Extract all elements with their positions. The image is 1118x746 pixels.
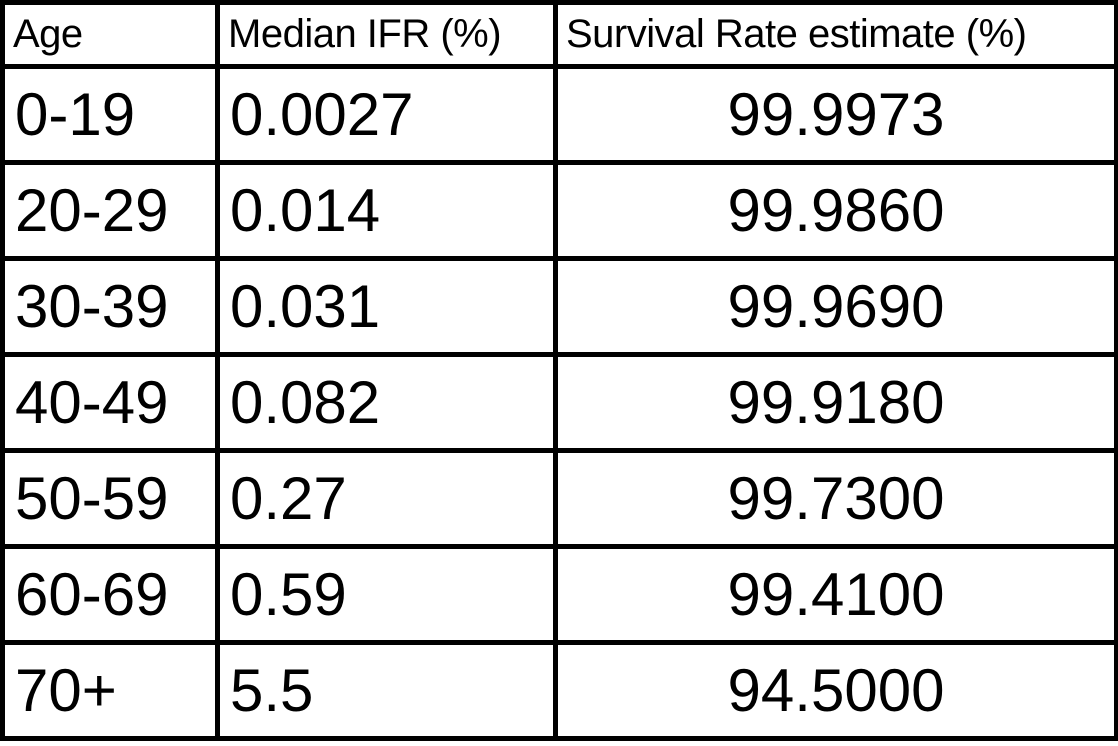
cell-survival-rate: 94.5000 [553,640,1118,741]
table-row: 0-19 0.0027 99.9973 [0,64,1118,165]
cell-median-ifr: 0.27 [215,448,558,549]
cell-median-ifr: 0.014 [215,160,558,261]
cell-median-ifr: 0.082 [215,352,558,453]
table-row: 60-69 0.59 99.4100 [0,544,1118,645]
cell-survival-rate: 99.9180 [553,352,1118,453]
cell-median-ifr: 5.5 [215,640,558,741]
cell-survival-rate: 99.4100 [553,544,1118,645]
cell-age: 50-59 [0,448,220,549]
cell-median-ifr: 0.031 [215,256,558,357]
table-row: 40-49 0.082 99.9180 [0,352,1118,453]
table-row: 50-59 0.27 99.7300 [0,448,1118,549]
cell-median-ifr: 0.59 [215,544,558,645]
cell-age: 30-39 [0,256,220,357]
cell-age: 0-19 [0,64,220,165]
cell-age: 60-69 [0,544,220,645]
header-cell-median-ifr: Median IFR (%) [215,0,558,69]
cell-survival-rate: 99.7300 [553,448,1118,549]
header-cell-survival-rate: Survival Rate estimate (%) [553,0,1118,69]
table-header-row: Age Median IFR (%) Survival Rate estimat… [0,0,1118,69]
cell-survival-rate: 99.9690 [553,256,1118,357]
cell-survival-rate: 99.9860 [553,160,1118,261]
cell-age: 70+ [0,640,220,741]
cell-survival-rate: 99.9973 [553,64,1118,165]
table-row: 70+ 5.5 94.5000 [0,640,1118,741]
table-row: 30-39 0.031 99.9690 [0,256,1118,357]
cell-median-ifr: 0.0027 [215,64,558,165]
cell-age: 20-29 [0,160,220,261]
header-cell-age: Age [0,0,220,69]
table-row: 20-29 0.014 99.9860 [0,160,1118,261]
cell-age: 40-49 [0,352,220,453]
